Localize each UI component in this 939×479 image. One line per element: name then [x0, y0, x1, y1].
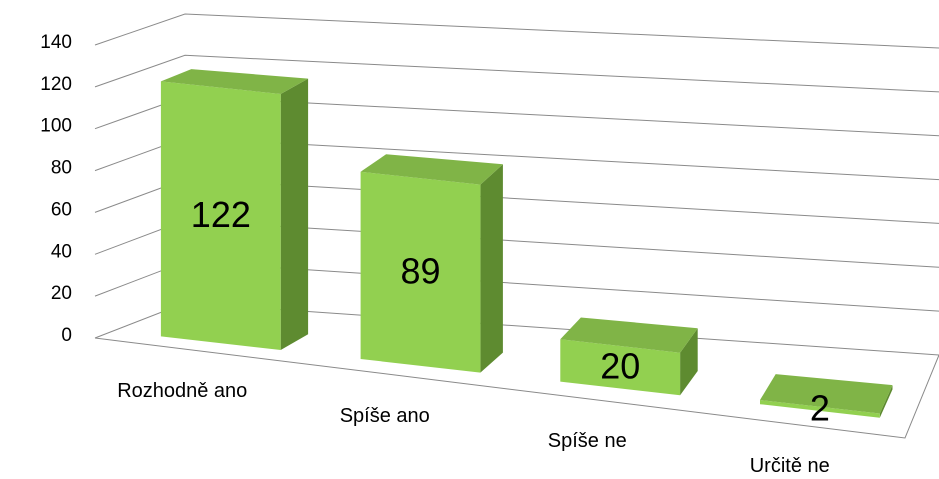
data-label: 122	[191, 194, 251, 235]
bar-side	[680, 328, 698, 396]
bar-front	[160, 81, 281, 351]
bar-top	[760, 374, 893, 414]
data-label: 2	[810, 387, 830, 428]
y-tick-label: 0	[61, 325, 72, 346]
bar-side	[879, 385, 893, 418]
bar-top	[360, 154, 503, 185]
bar-side	[280, 78, 309, 350]
y-tick-label: 20	[51, 283, 72, 304]
data-label: 20	[600, 346, 640, 387]
x-tick-label: Spíše ne	[548, 430, 627, 452]
bar-side	[480, 164, 503, 373]
data-label: 89	[401, 251, 441, 292]
grid-line	[94, 54, 939, 93]
bar-top	[560, 317, 698, 353]
bar-front	[360, 171, 481, 373]
bar-front	[560, 339, 681, 396]
bar-front	[760, 400, 880, 418]
x-tick-label: Určitě ne	[750, 455, 830, 477]
grid-line	[94, 13, 939, 49]
y-tick-label: 40	[51, 241, 72, 262]
y-tick-label: 140	[40, 32, 72, 53]
x-tick-label: Spíše ano	[340, 405, 430, 427]
bar-top	[160, 69, 309, 94]
y-tick-label: 100	[40, 116, 72, 137]
y-tick-label: 120	[40, 74, 72, 95]
x-tick-label: Rozhodně ano	[117, 380, 247, 402]
floor-edge	[94, 337, 939, 439]
y-tick-label: 80	[51, 158, 72, 179]
y-tick-label: 60	[51, 199, 72, 220]
